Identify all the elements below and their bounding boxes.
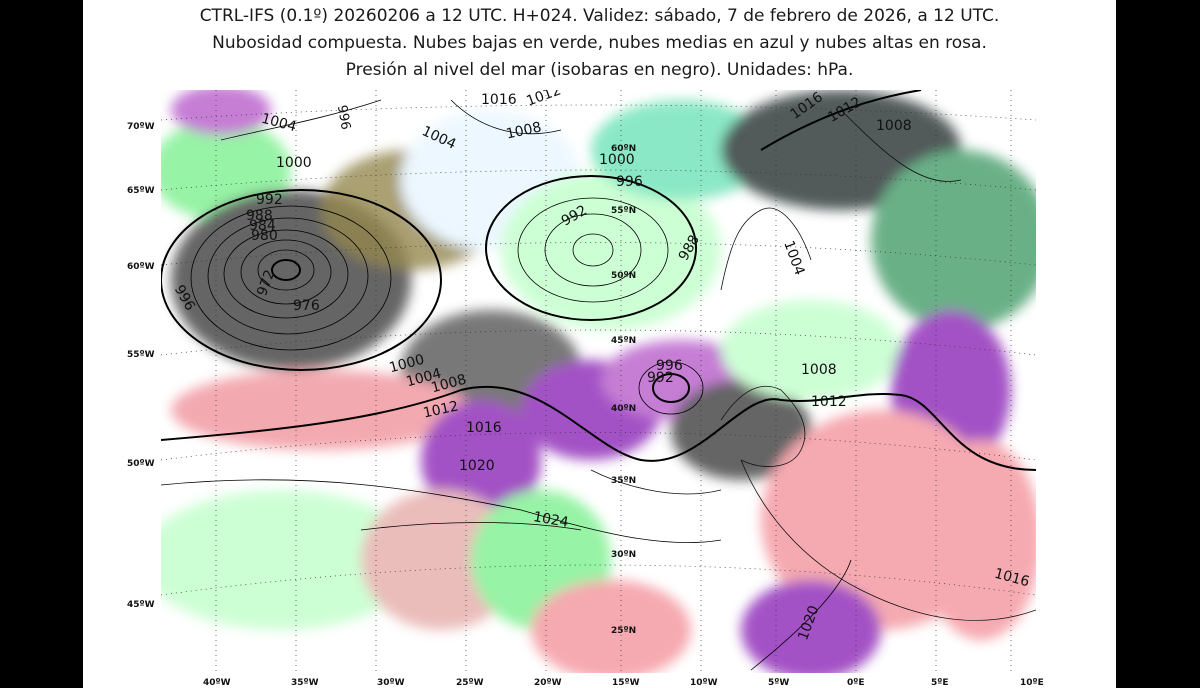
left-lat-label: 70ºW — [127, 122, 155, 132]
inner-lat-label: 30ºN — [611, 550, 637, 560]
title-line-3: Presión al nivel del mar (isobaras en ne… — [345, 60, 854, 80]
isobar-label: 992 — [647, 370, 674, 386]
left-lat-label: 65ºW — [127, 186, 155, 196]
isobars — [161, 90, 1036, 671]
coastlines — [590, 109, 1036, 621]
isobar-label: 1000 — [599, 152, 635, 168]
isobar-label: 996 — [656, 358, 683, 374]
bottom-lon-label: 10ºW — [690, 678, 718, 688]
isobar-label: 1008 — [876, 118, 912, 134]
isobar-label: 1016 — [481, 92, 517, 108]
graticule — [161, 90, 1036, 673]
cloud-layer — [161, 90, 1036, 673]
isobar-label: 980 — [251, 228, 278, 244]
bottom-lon-label: 35ºW — [291, 678, 319, 688]
weather-map: 1004 996 1016 1012 1004 1008 1016 1012 1… — [161, 90, 1036, 673]
bottom-lon-label: 40ºW — [203, 678, 231, 688]
isobar-label: 1008 — [801, 362, 837, 378]
left-lat-label: 55ºW — [127, 350, 155, 360]
inner-lat-label: 45ºN — [611, 336, 637, 346]
left-lat-label: 50ºW — [127, 459, 155, 469]
bottom-lon-label: 25ºW — [456, 678, 484, 688]
isobar-label: 996 — [616, 174, 643, 190]
isobar-label: 988 — [246, 208, 273, 224]
inner-lat-label: 50ºN — [611, 271, 637, 281]
isobar-label: 1016 — [466, 420, 502, 436]
bottom-lon-label: 15ºW — [612, 678, 640, 688]
left-lat-label: 60ºW — [127, 262, 155, 272]
bottom-lon-label: 20ºW — [534, 678, 562, 688]
bottom-lon-label: 10ºE — [1020, 678, 1044, 688]
bottom-lon-label: 5ºW — [768, 678, 790, 688]
title-line-2: Nubosidad compuesta. Nubes bajas en verd… — [212, 33, 987, 53]
isobar-label: 1020 — [459, 458, 495, 474]
isobar-label: 1000 — [276, 155, 312, 171]
isobar-label: 976 — [293, 298, 320, 314]
isobar-label: 984 — [249, 218, 276, 234]
bottom-lon-label: 30ºW — [377, 678, 405, 688]
bottom-lon-label: 5ºE — [931, 678, 949, 688]
title-line-1: CTRL-IFS (0.1º) 20260206 a 12 UTC. H+024… — [199, 6, 1000, 26]
inner-lat-label: 35ºN — [611, 476, 637, 486]
inner-lat-label: 40ºN — [611, 404, 637, 414]
inner-lat-label: 55ºN — [611, 206, 637, 216]
inner-lat-label: 60ºN — [611, 144, 637, 154]
left-lat-label: 45ºW — [127, 600, 155, 610]
bottom-lon-label: 0ºE — [847, 678, 865, 688]
map-frame: CTRL-IFS (0.1º) 20260206 a 12 UTC. H+024… — [83, 0, 1116, 688]
inner-lat-label: 25ºN — [611, 626, 637, 636]
isobar-label: 992 — [256, 192, 283, 208]
isobar-label: 1012 — [811, 394, 847, 410]
cloud-pressure-map — [161, 90, 1036, 673]
